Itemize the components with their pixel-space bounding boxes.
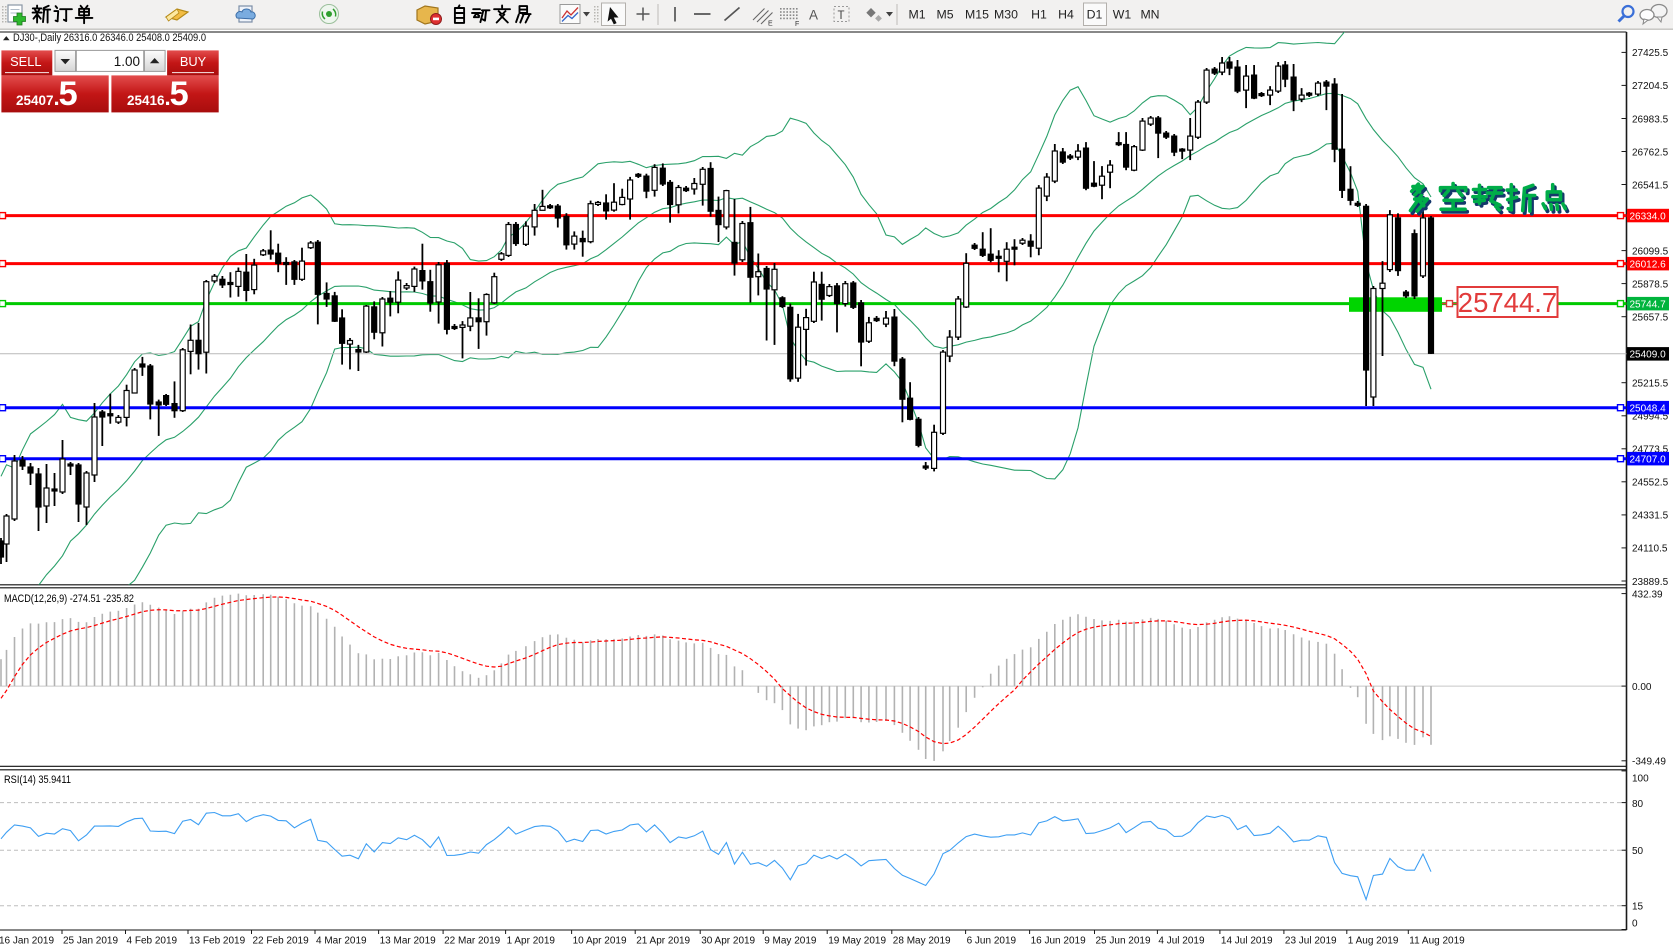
svg-text:MACD(12,26,9) -274.51 -235.82: MACD(12,26,9) -274.51 -235.82 (4, 593, 134, 605)
svg-text:24773.5: 24773.5 (1632, 445, 1669, 456)
svg-text:30 Apr 2019: 30 Apr 2019 (701, 936, 755, 947)
svg-text:25 Jun 2019: 25 Jun 2019 (1096, 936, 1151, 947)
svg-text:26099.5: 26099.5 (1632, 246, 1669, 257)
svg-text:10 Apr 2019: 10 Apr 2019 (573, 936, 627, 947)
svg-text:13 Mar 2019: 13 Mar 2019 (380, 936, 437, 947)
svg-text:0: 0 (1632, 918, 1638, 929)
svg-text:4 Mar 2019: 4 Mar 2019 (316, 936, 367, 947)
svg-text:432.39: 432.39 (1632, 589, 1663, 600)
svg-text:13 Feb 2019: 13 Feb 2019 (189, 936, 246, 947)
svg-text:MN: MN (1140, 8, 1159, 22)
svg-text:1 Aug 2019: 1 Aug 2019 (1348, 936, 1399, 947)
svg-text:W1: W1 (1113, 8, 1132, 22)
svg-text:27204.5: 27204.5 (1632, 81, 1669, 92)
svg-text:24110.5: 24110.5 (1632, 544, 1668, 555)
svg-text:DJ30-,Daily 26316.0 26346.0 2: DJ30-,Daily 26316.0 26346.0 25408.0 2540… (13, 32, 206, 44)
svg-text:25744.7: 25744.7 (1458, 287, 1557, 318)
svg-text:11 Aug 2019: 11 Aug 2019 (1409, 936, 1465, 947)
svg-text:6 Jun 2019: 6 Jun 2019 (967, 936, 1017, 947)
svg-text:SELL: SELL (10, 54, 41, 69)
svg-text:4 Feb 2019: 4 Feb 2019 (127, 936, 178, 947)
svg-text:25409.0: 25409.0 (1630, 350, 1667, 361)
svg-text:M30: M30 (994, 8, 1018, 22)
svg-text:D1: D1 (1087, 8, 1103, 22)
svg-text:16 Jan 2019: 16 Jan 2019 (0, 936, 54, 947)
svg-text:25215.5: 25215.5 (1632, 379, 1669, 390)
svg-text:M5: M5 (936, 8, 953, 22)
svg-text:25048.4: 25048.4 (1630, 404, 1667, 415)
svg-text:.: . (165, 85, 171, 110)
svg-text:25 Jan 2019: 25 Jan 2019 (63, 936, 118, 947)
svg-text:25407: 25407 (16, 93, 54, 108)
svg-text:1 Apr 2019: 1 Apr 2019 (507, 936, 556, 947)
svg-text:24994.5: 24994.5 (1632, 412, 1669, 423)
svg-text:E: E (768, 21, 773, 28)
svg-text:100: 100 (1632, 773, 1649, 784)
svg-text:5: 5 (59, 75, 78, 113)
svg-text:.: . (54, 85, 60, 110)
svg-text:23 Jul 2019: 23 Jul 2019 (1285, 936, 1337, 947)
svg-text:80: 80 (1632, 799, 1644, 810)
svg-text:21 Apr 2019: 21 Apr 2019 (636, 936, 690, 947)
svg-text:26012.6: 26012.6 (1630, 259, 1667, 270)
svg-text:14 Jul 2019: 14 Jul 2019 (1221, 936, 1273, 947)
svg-text:T: T (838, 10, 845, 22)
svg-text:M1: M1 (908, 8, 925, 22)
svg-text:24331.5: 24331.5 (1632, 511, 1669, 522)
svg-text:24552.5: 24552.5 (1632, 478, 1669, 489)
svg-text:28 May 2019: 28 May 2019 (893, 936, 951, 947)
svg-text:50: 50 (1632, 846, 1644, 857)
svg-text:25416: 25416 (127, 93, 165, 108)
svg-text:25744.7: 25744.7 (1630, 299, 1667, 310)
svg-text:M15: M15 (965, 8, 989, 22)
svg-text:H4: H4 (1058, 8, 1074, 22)
svg-text:1.00: 1.00 (114, 54, 140, 69)
svg-text:27425.5: 27425.5 (1632, 48, 1669, 59)
svg-text:26334.0: 26334.0 (1630, 211, 1667, 222)
svg-text:H1: H1 (1031, 8, 1047, 22)
svg-text:25878.5: 25878.5 (1632, 279, 1669, 290)
svg-text:23889.5: 23889.5 (1632, 577, 1669, 588)
svg-text:BUY: BUY (180, 54, 207, 69)
svg-text:4 Jul 2019: 4 Jul 2019 (1158, 936, 1205, 947)
svg-text:-349.49: -349.49 (1632, 757, 1666, 768)
svg-text:9 May 2019: 9 May 2019 (764, 936, 817, 947)
svg-text:25657.5: 25657.5 (1632, 313, 1669, 324)
svg-text:22 Feb 2019: 22 Feb 2019 (253, 936, 310, 947)
svg-text:F: F (795, 21, 799, 28)
svg-text:16 Jun 2019: 16 Jun 2019 (1031, 936, 1086, 947)
svg-text:26541.5: 26541.5 (1632, 180, 1669, 191)
svg-text:22 Mar 2019: 22 Mar 2019 (444, 936, 501, 947)
svg-text:15: 15 (1632, 901, 1644, 912)
svg-text:26983.5: 26983.5 (1632, 114, 1669, 125)
svg-text:19 May 2019: 19 May 2019 (828, 936, 886, 947)
svg-text:0.00: 0.00 (1632, 682, 1652, 693)
svg-text:26762.5: 26762.5 (1632, 147, 1669, 158)
svg-text:24707.0: 24707.0 (1630, 455, 1667, 466)
svg-text:RSI(14) 35.9411: RSI(14) 35.9411 (4, 774, 71, 786)
svg-text:A: A (809, 8, 818, 23)
svg-text:5: 5 (170, 75, 189, 113)
